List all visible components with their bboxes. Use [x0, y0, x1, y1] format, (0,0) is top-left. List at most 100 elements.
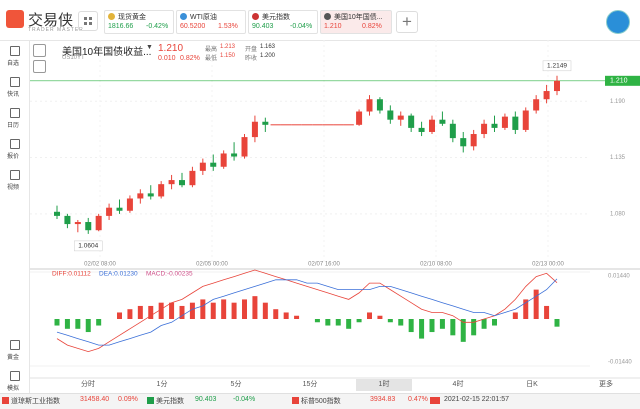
status-price: 31458.40 — [80, 396, 110, 403]
instrument-change-pct: 0.82% — [180, 55, 200, 62]
macd-bar — [335, 319, 341, 326]
period-tab[interactable]: 日K — [526, 381, 538, 388]
macd-bar — [221, 299, 227, 319]
macd-bar — [200, 299, 206, 319]
candle-body — [158, 184, 165, 197]
status-bar — [0, 393, 640, 409]
period-tab[interactable]: 分时 — [81, 381, 95, 388]
sidebar-icon[interactable] — [10, 77, 20, 87]
status-price: 90.403 — [195, 396, 217, 403]
sidebar-icon[interactable] — [10, 108, 20, 118]
annotation: 1.2149 — [547, 63, 567, 70]
status-icon — [2, 397, 9, 404]
instrument-name[interactable]: 美国10年国债收益... — [62, 47, 152, 58]
sidebar-icon[interactable] — [10, 139, 20, 149]
sidebar-icon[interactable] — [10, 371, 20, 381]
period-tab[interactable]: 4时 — [452, 381, 464, 388]
candle-body — [106, 207, 113, 216]
candle-body — [408, 115, 415, 128]
macd-bar — [367, 312, 372, 319]
tool-icon[interactable] — [33, 60, 46, 73]
sidebar-icon[interactable] — [10, 46, 20, 56]
y-tick-label: 1.080 — [610, 211, 626, 217]
status-icon — [292, 397, 299, 404]
macd-line — [56, 278, 558, 346]
macd-bar — [252, 296, 258, 319]
macd-bar — [314, 319, 320, 323]
macd-bar — [450, 319, 456, 336]
last-price-label: 1.210 — [610, 78, 628, 85]
ticker-card[interactable] — [248, 10, 318, 34]
sidebar-label[interactable]: 快讯 — [7, 92, 20, 98]
ticker-change: -0.04% — [290, 23, 313, 30]
menu-button[interactable] — [78, 11, 98, 31]
sidebar-label[interactable]: 视频 — [7, 185, 20, 191]
stat-value: 1.150 — [220, 53, 236, 59]
annotation: 1.0604 — [78, 243, 98, 250]
stat-label: 最高 — [205, 47, 218, 53]
y-tick-label: 1.190 — [610, 99, 626, 105]
period-tab[interactable]: 5分 — [230, 381, 242, 388]
dropdown-arrow[interactable]: ▼ — [146, 44, 153, 51]
macd-bar — [117, 312, 122, 319]
logo: 交易侠 — [28, 12, 74, 29]
stat-value: 1.213 — [220, 44, 236, 50]
candle-body — [54, 211, 60, 216]
macd-bar — [346, 319, 352, 329]
stat-label: 开盘 — [245, 47, 258, 53]
period-tab[interactable]: 1时 — [356, 379, 412, 391]
status-price: 3934.83 — [370, 396, 396, 403]
tool-icon[interactable] — [33, 44, 46, 57]
candle-body — [481, 123, 488, 135]
period-tab[interactable]: 1分 — [156, 381, 168, 388]
legend-entry: DEA:0.01230 — [99, 271, 138, 278]
ticker-name: 现货黄金 — [118, 14, 146, 21]
candle-body — [366, 99, 373, 112]
period-tab[interactable]: 15分 — [302, 381, 318, 388]
ticker-change: 0.82% — [362, 23, 382, 30]
avatar[interactable] — [606, 10, 630, 34]
last-price-badge — [605, 75, 640, 86]
sidebar-icon[interactable] — [10, 170, 20, 180]
candle-body — [501, 116, 508, 128]
sidebar-label[interactable]: 模拟 — [7, 386, 20, 392]
datetime: 2021-02-15 22:01:57 — [444, 396, 509, 403]
add-button[interactable]: + — [396, 11, 418, 33]
candle-body — [64, 215, 71, 225]
macd-bar — [85, 319, 91, 333]
candle-body — [210, 162, 217, 167]
sidebar — [0, 40, 30, 393]
ticker-icon — [324, 13, 331, 20]
sidebar-icon[interactable] — [10, 340, 20, 350]
status-icon — [147, 397, 154, 404]
ticker-card[interactable] — [320, 10, 392, 34]
period-tab[interactable]: 更多 — [599, 381, 613, 388]
candle-body — [74, 222, 81, 225]
ticker-price: 1.210 — [324, 23, 342, 30]
sidebar-label[interactable]: 自选 — [7, 61, 20, 67]
ticker-change: -0.42% — [146, 23, 169, 30]
status-name: 美元指数 — [156, 398, 184, 405]
candle-body — [554, 80, 560, 92]
macd-bar — [439, 319, 445, 329]
macd-bar — [137, 305, 143, 319]
macd-bar — [242, 299, 247, 319]
annotation-box — [74, 240, 103, 252]
candle-body — [199, 162, 206, 171]
ticker-card[interactable] — [104, 10, 174, 34]
sidebar-label[interactable]: 黄金 — [7, 355, 20, 361]
ticker-icon — [180, 13, 187, 20]
candle-body — [251, 121, 258, 138]
macd-bar — [210, 302, 216, 319]
top-bar — [0, 0, 640, 41]
sidebar-label[interactable]: 报价 — [7, 154, 20, 160]
instrument-price: 1.210 — [158, 43, 184, 54]
status-change: 0.47% — [408, 396, 428, 403]
macd-bar — [377, 315, 383, 319]
ticker-card[interactable] — [176, 10, 246, 34]
candle-body — [522, 110, 529, 130]
candle-body — [137, 193, 144, 199]
candle-body — [418, 127, 425, 132]
instrument-change: 0.010 — [158, 55, 176, 62]
sidebar-label[interactable]: 日历 — [7, 123, 20, 129]
